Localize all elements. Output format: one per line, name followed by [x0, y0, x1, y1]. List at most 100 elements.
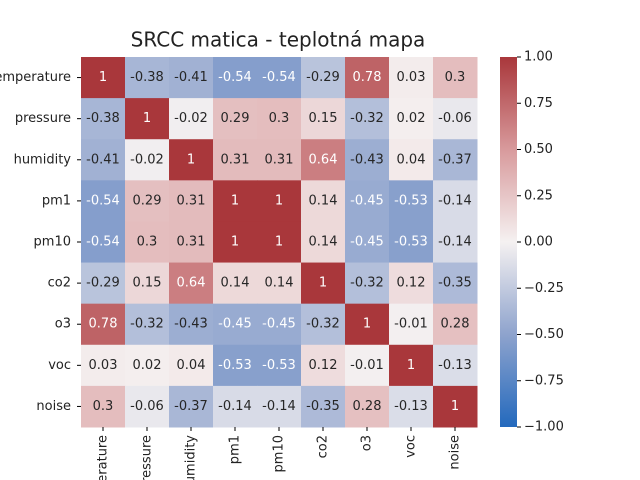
cell-label: 0.29 — [221, 111, 250, 126]
heatmap-cell — [125, 98, 170, 140]
cell-label: -0.54 — [262, 70, 296, 85]
heatmap-cell — [169, 385, 214, 428]
cell-label: -0.32 — [350, 111, 384, 126]
cell-label: 1 — [143, 111, 151, 126]
cell-label: -0.41 — [86, 152, 120, 167]
heatmap-cell — [301, 344, 346, 387]
cell-label: 1 — [363, 317, 371, 332]
cell-label: 0.04 — [177, 358, 206, 373]
heatmap-cell — [257, 344, 302, 387]
cell-label: 0.15 — [309, 111, 338, 126]
cell-label: 1 — [231, 235, 239, 250]
cell-label: 0.3 — [137, 235, 158, 250]
x-tick-label: humidity — [184, 435, 199, 480]
colorbar-tick-label: −0.75 — [524, 373, 564, 388]
cell-label: 0.3 — [445, 70, 466, 85]
cell-label: -0.02 — [174, 111, 208, 126]
cell-label: -0.41 — [174, 70, 208, 85]
cell-label: -0.14 — [262, 399, 296, 414]
cell-label: -0.54 — [218, 70, 252, 85]
heatmap-cell — [345, 180, 390, 222]
cell-label: 1 — [451, 399, 459, 414]
cell-label: -0.45 — [350, 193, 384, 208]
cell-label: -0.53 — [394, 235, 428, 250]
heatmap-cell — [389, 303, 434, 346]
cell-label: -0.06 — [130, 399, 164, 414]
cell-label: -0.29 — [306, 70, 340, 85]
heatmap-cell — [433, 139, 478, 181]
heatmap-cell — [81, 98, 126, 140]
cell-label: 1 — [407, 358, 415, 373]
cell-label: 0.15 — [133, 276, 162, 291]
heatmap-cell — [169, 262, 214, 305]
heatmap-cell — [433, 180, 478, 222]
colorbar — [500, 57, 517, 427]
heatmap-cell — [301, 180, 346, 222]
heatmap-cell — [301, 139, 346, 181]
cell-label: -0.43 — [350, 152, 384, 167]
heatmap-cell — [213, 262, 258, 305]
cell-label: 0.02 — [397, 111, 426, 126]
cell-label: -0.13 — [394, 399, 428, 414]
cell-label: 0.04 — [397, 152, 426, 167]
heatmap-cell — [257, 303, 302, 346]
cell-label: -0.35 — [438, 276, 472, 291]
cell-label: 1 — [231, 193, 239, 208]
cell-label: 1 — [275, 235, 283, 250]
cell-label: -0.02 — [130, 152, 164, 167]
heatmap-cell — [389, 385, 434, 428]
colorbar-tick-label: −0.50 — [524, 327, 564, 342]
cell-label: 0.14 — [265, 276, 294, 291]
colorbar-tick-label: 1.00 — [524, 50, 553, 65]
colorbar-tick-label: 0.75 — [524, 96, 553, 111]
cell-label: -0.53 — [262, 358, 296, 373]
heatmap-cell — [433, 385, 478, 428]
cell-label: -0.14 — [218, 399, 252, 414]
x-tick-label: co2 — [316, 435, 331, 458]
y-tick-label: pm10 — [34, 235, 71, 250]
y-tick-label: temperature — [0, 70, 71, 85]
cell-label: -0.32 — [350, 276, 384, 291]
cell-label: -0.13 — [438, 358, 472, 373]
cell-label: -0.06 — [438, 111, 472, 126]
heatmap-cell — [257, 139, 302, 181]
heatmap-cell — [257, 221, 302, 264]
y-tick-label: noise — [36, 399, 71, 414]
cell-label: 1 — [275, 193, 283, 208]
colorbar-tick-label: 0.00 — [524, 235, 553, 250]
cell-label: 0.31 — [221, 152, 250, 167]
heatmap-cell — [213, 385, 258, 428]
cell-label: 0.28 — [441, 317, 470, 332]
heatmap-cell — [81, 303, 126, 346]
cell-label: 0.64 — [177, 276, 206, 291]
heatmap-cell — [125, 180, 170, 222]
y-tick-label: co2 — [48, 276, 71, 291]
heatmap-cell — [213, 57, 258, 99]
heatmap-cell — [433, 57, 478, 99]
x-tick-label: noise — [448, 435, 463, 470]
cell-label: 0.31 — [265, 152, 294, 167]
heatmap-cell — [125, 303, 170, 346]
heatmap-cell — [345, 262, 390, 305]
cell-label: -0.32 — [130, 317, 164, 332]
heatmap-cell — [169, 57, 214, 99]
colorbar-tick-label: 0.25 — [524, 188, 553, 203]
cell-label: 0.12 — [309, 358, 338, 373]
cell-label: 0.64 — [309, 152, 338, 167]
heatmap-cell — [257, 385, 302, 428]
heatmap-cell — [301, 221, 346, 264]
x-tick-label: pressure — [140, 435, 155, 480]
cell-label: -0.14 — [438, 235, 472, 250]
cell-label: 0.3 — [269, 111, 290, 126]
cell-label: 0.28 — [353, 399, 382, 414]
cell-label: 0.03 — [397, 70, 426, 85]
heatmap-cell — [389, 344, 434, 387]
heatmap-cell — [257, 98, 302, 140]
cell-label: 0.12 — [397, 276, 426, 291]
heatmap-cell — [433, 262, 478, 305]
heatmap-cell — [169, 139, 214, 181]
heatmap-cell — [169, 180, 214, 222]
x-tick-label: pm1 — [228, 435, 243, 464]
